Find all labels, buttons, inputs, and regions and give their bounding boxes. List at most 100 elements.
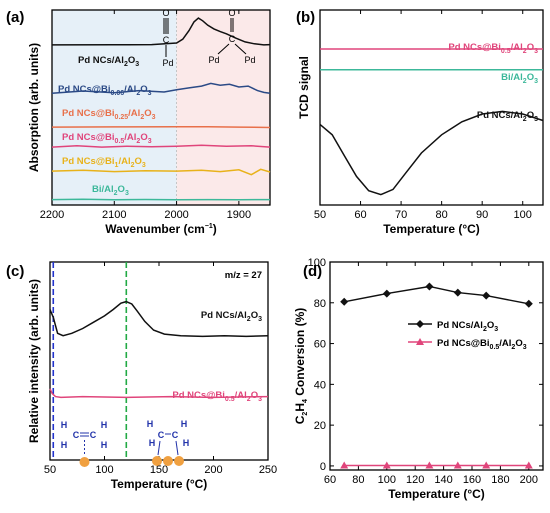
panel-d: 60 80 100 120 140 160 180 200020406080100Temper…	[293, 257, 544, 501]
d-point-1	[382, 461, 391, 469]
a-co2-bond	[217, 43, 230, 55]
a-frame	[51, 9, 271, 206]
d-panel-label: (d)	[303, 263, 322, 280]
b-xtick-label: 90	[476, 209, 488, 221]
c-mol1-c: C	[90, 430, 97, 440]
d-legend-label-1: Pd NCs@Bi0.5/Al2O3	[437, 338, 527, 351]
c-mol2-c: C	[158, 430, 165, 440]
b-xtick-label: 70	[395, 209, 407, 221]
d-xtick-label: 180	[491, 474, 509, 486]
d-point-1	[482, 461, 491, 469]
a-co2-pd: Pd	[208, 55, 219, 65]
d-ytick-label: 60	[314, 339, 326, 351]
d-point-1	[453, 461, 462, 469]
a-series-line-0	[51, 17, 271, 46]
d-xtick-label: 140	[434, 474, 452, 486]
a-band	[52, 10, 177, 205]
a-co2-carbon: C	[229, 34, 236, 44]
c-mol1-h: H	[101, 420, 108, 430]
d-legend-marker-1	[416, 338, 424, 345]
c-panel-label: (c)	[6, 263, 24, 280]
a-series-line-2	[51, 125, 271, 129]
d-point-0	[482, 291, 491, 300]
d-ytick-label: 100	[308, 257, 326, 269]
c-mol2-bond	[157, 440, 161, 456]
a-series-line-3	[51, 144, 271, 148]
a-series-line-5	[51, 198, 271, 201]
c-mol2-c: C	[172, 430, 179, 440]
c-note: m/z = 27	[225, 270, 262, 281]
c-mol2-bond	[175, 440, 179, 456]
a-series-label-5: Bi/Al2O3	[92, 184, 129, 197]
a-series-label-0: Pd NCs/Al2O3	[78, 55, 139, 68]
b-xtick-label: 80	[436, 209, 448, 221]
a-x-axis-label: Wavenumber (cm−1)	[105, 222, 217, 236]
b-panel-label: (b)	[296, 9, 315, 26]
d-ytick-label: 80	[314, 298, 326, 310]
c-series-label-0: Pd NCs/Al2O3	[201, 310, 262, 323]
c-xtick-label: 50	[44, 464, 56, 476]
c-mol1-h: H	[61, 440, 68, 450]
c-xtick-label: 250	[259, 464, 277, 476]
d-ytick-label: 40	[314, 379, 326, 391]
d-point-0	[524, 299, 533, 308]
a-xtick-label: 2100	[102, 209, 126, 221]
d-y-axis-label: C2H4 Conversion (%)	[293, 308, 309, 425]
b-series-label-0: Pd NCs@Bi0.5/Al2O3	[448, 42, 538, 55]
b-y-axis-label: TCD signal	[297, 56, 311, 119]
a-y-axis-label: Absorption (arb. units)	[27, 43, 41, 172]
c-series-line-1	[49, 388, 269, 399]
d-frame	[329, 261, 544, 471]
a-series-label-1: Pd NCs@Bi0.06/Al2O3	[58, 84, 152, 97]
a-co2-bond	[234, 43, 247, 55]
a-xtick-label: 2000	[164, 209, 188, 221]
b-x-axis-label: Temperature (°C)	[383, 222, 480, 236]
c-x-axis-label: Temperature (°C)	[111, 477, 208, 491]
d-ytick-label: 20	[314, 420, 326, 432]
a-band	[176, 10, 270, 205]
c-mol2-pd-atom	[152, 456, 162, 466]
panel-c: 50 100 150 200 250 Temperature (°C) Relative i…	[6, 261, 277, 491]
b-frame	[319, 9, 544, 206]
a-series-label-2: Pd NCs@Bi0.25/Al2O3	[62, 108, 156, 121]
a-co-oxygen: O	[162, 8, 169, 18]
c-mol2-h: H	[181, 419, 188, 429]
c-xtick-label: 100	[95, 464, 113, 476]
c-mol1-c: C	[73, 430, 80, 440]
c-mol2-pd-atom	[163, 456, 173, 466]
b-series-label-2: Pd NCs/Al2O3	[477, 110, 538, 123]
d-xtick-label: 80	[352, 474, 364, 486]
d-legend-marker-0	[416, 320, 424, 328]
a-xtick-label: 1900	[227, 209, 251, 221]
d-x-axis-label: Temperature (°C)	[388, 487, 485, 501]
c-mol2-h: H	[183, 438, 190, 448]
d-point-0	[382, 289, 391, 298]
c-mol2-h: H	[147, 419, 154, 429]
a-co2-pd: Pd	[244, 55, 255, 65]
d-ytick-label: 0	[320, 461, 326, 473]
a-series-line-4	[51, 168, 271, 176]
c-y-axis-label: Relative intensity (arb. units)	[27, 279, 41, 443]
c-xtick-label: 200	[204, 464, 222, 476]
d-point-1	[425, 461, 434, 469]
d-point-0	[425, 282, 434, 291]
a-co-pd: Pd	[162, 58, 173, 68]
d-xtick-label: 200	[520, 474, 538, 486]
d-point-0	[340, 297, 349, 306]
d-xtick-label: 160	[463, 474, 481, 486]
a-series-line-1	[51, 82, 271, 95]
a-co-carbon: C	[163, 35, 170, 45]
d-legend-label-0: Pd NCs/Al2O3	[437, 320, 498, 333]
d-xtick-label: 100	[378, 474, 396, 486]
a-co2-oxygen: O	[228, 8, 235, 18]
a-xtick-label: 2200	[40, 209, 64, 221]
d-series-line-0	[344, 285, 529, 305]
panel-a: 2200 2100 2000 1900 Wavenumber (cm−1) Absorpt…	[6, 8, 271, 236]
c-mol2-pd-atom	[174, 456, 184, 466]
a-panel-label: (a)	[6, 9, 24, 26]
c-mol2-h: H	[149, 438, 156, 448]
b-xtick-label: 50	[314, 209, 326, 221]
panel-b: 50 60 70 80 90 100 Temperature (°C) TCD signal (…	[296, 9, 544, 236]
c-xtick-label: 150	[150, 464, 168, 476]
